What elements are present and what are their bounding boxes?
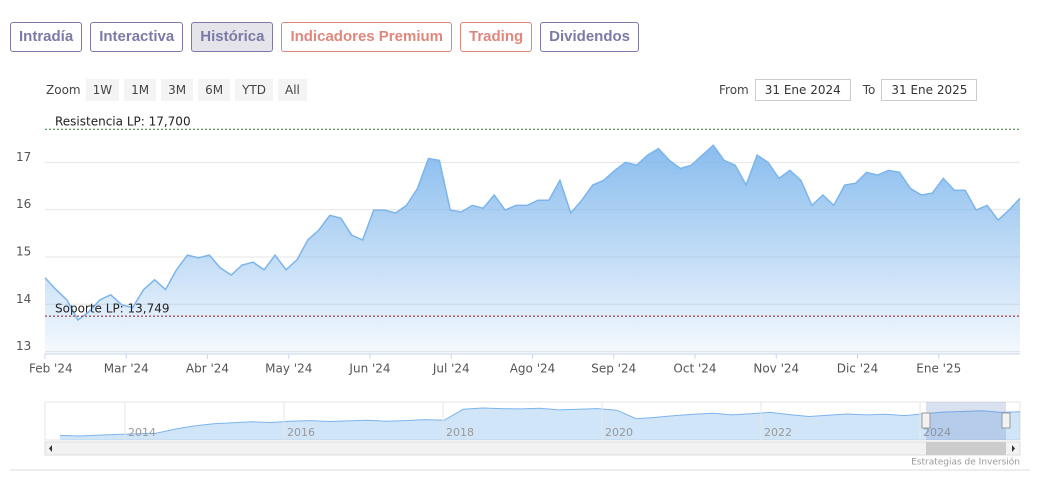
zoom-bar: Zoom 1W 1M 3M 6M YTD All <box>46 79 307 101</box>
y-tick-label: 14 <box>16 292 31 306</box>
navigator-label: 2014 <box>128 426 156 439</box>
zoom-button[interactable]: All <box>278 79 307 101</box>
navigator-frame <box>44 401 1021 441</box>
tab[interactable]: Histórica <box>191 22 274 52</box>
tab[interactable]: Indicadores Premium <box>281 22 452 52</box>
navigator-label: 2016 <box>287 426 315 439</box>
x-tick-label: Feb '24 <box>29 362 73 376</box>
to-label: To <box>862 83 876 97</box>
zoom-button[interactable]: 1M <box>124 79 157 101</box>
x-tick-label: Ago '24 <box>510 362 556 376</box>
zoom-button[interactable]: 6M <box>198 79 231 101</box>
zoom-button[interactable]: 3M <box>161 79 194 101</box>
navigator-label: 2020 <box>605 426 633 439</box>
plot-line-label: Soporte LP: 13,749 <box>55 302 170 316</box>
x-tick-label: Oct '24 <box>673 362 716 376</box>
x-tick-label: Mar '24 <box>104 362 149 376</box>
x-tick-label: Ene '25 <box>916 362 961 376</box>
y-tick-label: 17 <box>16 150 31 164</box>
y-tick-label: 13 <box>16 339 31 353</box>
x-tick-label: Jun '24 <box>348 362 390 376</box>
scrollbar-track <box>44 441 1021 456</box>
x-tick-label: Dic '24 <box>837 362 879 376</box>
x-tick-label: Abr '24 <box>186 362 229 376</box>
zoom-button[interactable]: YTD <box>235 79 273 101</box>
y-tick-label: 15 <box>16 244 31 258</box>
navigator-label: 2022 <box>764 426 792 439</box>
credits: Estrategias de Inversión <box>911 457 1020 468</box>
tab[interactable]: Dividendos <box>540 22 640 52</box>
x-tick-label: Nov '24 <box>753 362 799 376</box>
tab-bar: Intradía Interactiva Histórica Indicadores … <box>10 22 640 52</box>
scroll-left[interactable] <box>49 445 52 452</box>
navigator-area <box>60 408 1020 440</box>
scroll-right[interactable] <box>1012 445 1015 452</box>
price-line <box>44 144 1021 322</box>
navigator-label: 2024 <box>923 426 951 439</box>
navigator-handle[interactable] <box>921 412 931 429</box>
navigator-label: 2018 <box>446 426 474 439</box>
navigator-selection <box>926 402 1006 440</box>
y-tick-label: 16 <box>16 197 31 211</box>
tab[interactable]: Trading <box>460 22 533 52</box>
scrollbar-thumb[interactable] <box>926 442 1006 455</box>
x-tick-label: Jul '24 <box>432 362 470 376</box>
plot-line-label: Resistencia LP: 17,700 <box>55 115 191 129</box>
x-tick-label: May '24 <box>265 362 312 376</box>
x-tick-label: Sep '24 <box>591 362 636 376</box>
from-label: From <box>719 83 749 97</box>
navigator-line <box>59 407 1021 437</box>
navigator-handle[interactable] <box>1001 412 1011 429</box>
area-fill <box>45 145 1020 354</box>
zoom-label: Zoom <box>46 83 81 97</box>
to-input[interactable]: 31 Ene 2025 <box>881 79 978 101</box>
from-input[interactable]: 31 Ene 2024 <box>754 79 851 101</box>
zoom-button[interactable]: 1W <box>85 79 120 101</box>
range-selector: From 31 Ene 2024 To 31 Ene 2025 <box>719 79 983 101</box>
tab[interactable]: Interactiva <box>90 22 184 52</box>
tab[interactable]: Intradía <box>10 22 83 52</box>
